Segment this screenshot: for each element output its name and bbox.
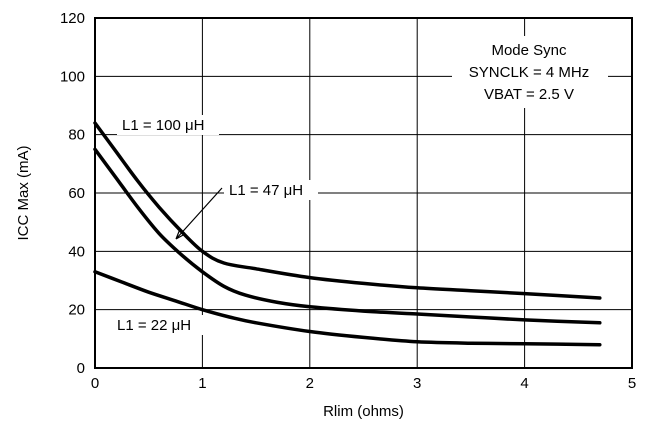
plot-frame: [94, 17, 633, 369]
x-axis-title: Rlim (ohms): [323, 403, 404, 420]
series-label-22uh: L1 = 22 μH: [117, 317, 191, 334]
series-label-arrow-47uh: [175, 187, 223, 240]
y-axis-title: ICC Max (mA): [15, 146, 32, 241]
annotation-synclk: SYNCLK = 4 MHz: [469, 64, 589, 81]
x-tick-label: 0: [91, 375, 99, 392]
annotation-background: [452, 36, 608, 108]
y-tick-label: 40: [68, 243, 85, 260]
y-tick-label: 0: [77, 360, 85, 377]
x-tick-label: 2: [306, 375, 314, 392]
y-tick-label: 100: [60, 68, 85, 85]
tick-labels: 0 1 2 3 4 5 0 20 40 60 80 100 120: [60, 10, 636, 392]
x-tick-label: 4: [520, 375, 528, 392]
x-tick-label: 1: [198, 375, 206, 392]
series-line-22uh: [93, 270, 602, 347]
series-label-100uh: L1 = 100 μH: [122, 117, 204, 134]
y-tick-label: 120: [60, 10, 85, 27]
x-tick-label: 5: [628, 375, 636, 392]
y-tick-label: 80: [68, 127, 85, 144]
series-label-background-47uh: [224, 180, 318, 200]
series-label-background-100uh: [117, 115, 219, 135]
y-tick-label: 20: [68, 302, 85, 319]
annotation-vbat: VBAT = 2.5 V: [484, 86, 574, 103]
series-line-47uh: [93, 147, 602, 325]
series-label-47uh: L1 = 47 μH: [229, 182, 303, 199]
annotation-mode: Mode Sync: [491, 42, 567, 59]
series-line-100uh: [93, 121, 602, 300]
series-label-background-22uh: [112, 315, 210, 335]
x-tick-label: 3: [413, 375, 421, 392]
series-layer: [93, 121, 602, 347]
y-tick-label: 60: [68, 185, 85, 202]
